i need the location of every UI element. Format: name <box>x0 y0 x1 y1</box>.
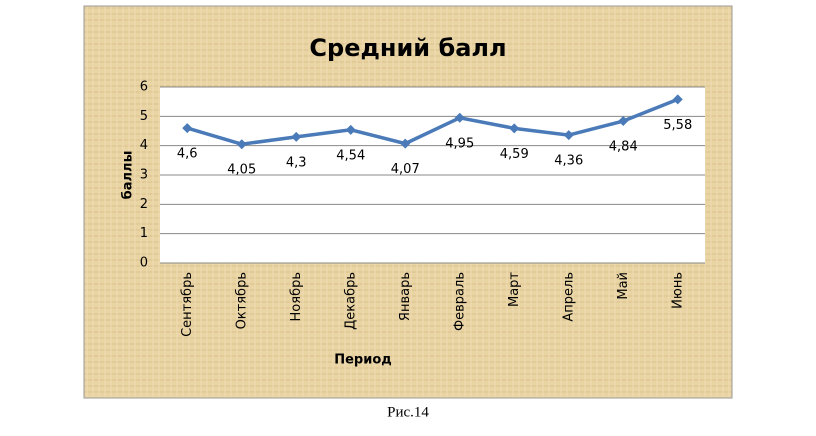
data-point <box>672 94 683 105</box>
data-point <box>345 124 356 135</box>
x-tick-label: Апрель <box>561 272 576 322</box>
data-point <box>509 123 520 134</box>
x-tick-label: Февраль <box>452 272 467 331</box>
data-point <box>291 131 302 142</box>
data-label: 4,36 <box>554 154 583 169</box>
x-tick-label: Декабрь <box>343 272 358 330</box>
data-label: 4,3 <box>286 155 307 170</box>
y-tick-label: 3 <box>140 168 148 183</box>
data-point <box>618 116 629 127</box>
caption: Рис.14 <box>387 404 429 420</box>
data-point <box>400 138 411 149</box>
y-tick-label: 4 <box>140 138 148 153</box>
x-tick-label: Март <box>507 272 522 307</box>
x-axis-title: Период <box>334 353 392 368</box>
y-tick-label: 5 <box>140 109 148 124</box>
x-tick-label: Январь <box>398 272 413 321</box>
chart-title: Средний балл <box>309 34 506 62</box>
data-label: 4,59 <box>500 147 529 162</box>
data-line <box>186 97 679 146</box>
x-tick-label: Сентябрь <box>180 272 195 337</box>
x-tick-label: Октябрь <box>234 272 249 329</box>
y-tick-label: 6 <box>140 80 148 95</box>
data-label: 4,95 <box>445 136 474 151</box>
data-point <box>563 130 574 141</box>
y-tick-label: 2 <box>140 197 148 212</box>
data-point <box>182 123 193 134</box>
data-point <box>454 112 465 123</box>
y-tick-label: 1 <box>140 226 148 241</box>
data-label: 4,07 <box>391 162 420 177</box>
data-label: 4,54 <box>336 148 365 163</box>
data-label: 4,05 <box>227 163 256 178</box>
data-label: 4,6 <box>177 147 198 162</box>
x-tick-label: Май <box>616 272 631 300</box>
y-tick-label: 0 <box>140 256 148 271</box>
y-axis-title: баллы <box>121 151 136 200</box>
data-label: 4,84 <box>609 140 638 155</box>
data-label: 5,58 <box>663 118 692 133</box>
x-tick-label: Июнь <box>670 272 685 309</box>
data-point <box>236 139 247 150</box>
x-tick-label: Ноябрь <box>289 272 304 321</box>
